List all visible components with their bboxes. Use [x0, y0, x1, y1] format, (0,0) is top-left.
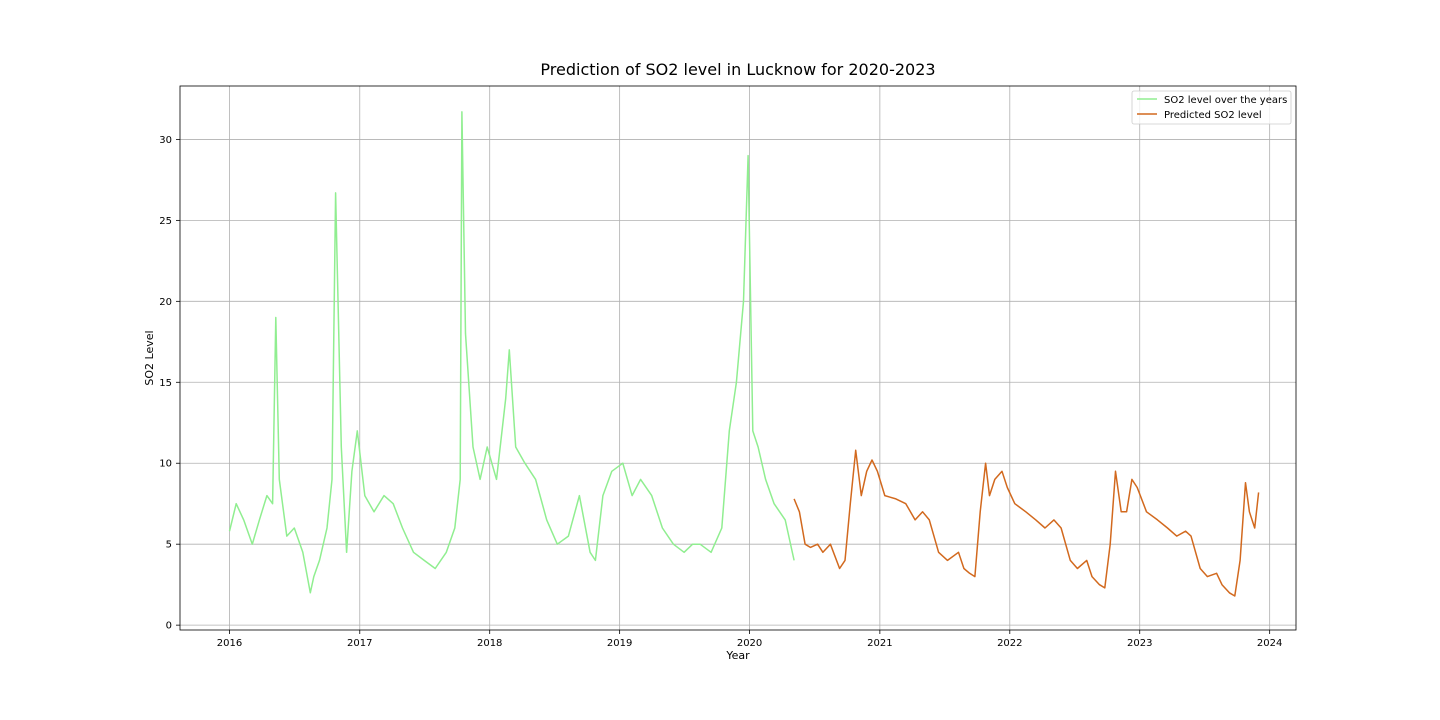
x-tick-label: 2018 [477, 638, 502, 649]
x-tick-label: 2022 [997, 638, 1022, 649]
plot-area-frame [179, 85, 1297, 631]
legend-box [1131, 90, 1292, 125]
y-tick-label: 15 [159, 378, 172, 389]
legend: SO2 level over the years Predicted SO2 l… [1131, 90, 1292, 125]
axis-ticks: 2016 2017 2018 2019 2020 2021 2022 2023 2024 0 5 10… [159, 135, 1282, 649]
grid [180, 86, 1296, 630]
y-tick-label: 10 [159, 459, 172, 470]
chart-title: Prediction of SO2 level in Lucknow for 2… [540, 60, 935, 79]
x-tick-label: 2023 [1127, 638, 1152, 649]
x-tick-label: 2017 [347, 638, 372, 649]
x-tick-label: 2020 [737, 638, 762, 649]
y-tick-label: 30 [159, 135, 172, 146]
x-tick-label: 2024 [1257, 638, 1282, 649]
legend-label-predicted: Predicted SO2 level [1164, 110, 1262, 121]
y-tick-label: 25 [159, 216, 172, 227]
y-tick-label: 20 [159, 297, 172, 308]
x-tick-label: 2021 [867, 638, 892, 649]
legend-label-observed: SO2 level over the years [1164, 95, 1287, 106]
x-tick-label: 2019 [607, 638, 632, 649]
series-line-observed [228, 111, 795, 594]
y-tick-label: 0 [166, 621, 172, 632]
x-tick-label: 2016 [217, 638, 242, 649]
series-layer [228, 111, 1260, 597]
y-tick-label: 5 [166, 540, 172, 551]
series-line-predicted [793, 449, 1260, 597]
y-axis-label: SO2 Level [143, 330, 156, 385]
x-axis-label: Year [725, 649, 750, 662]
